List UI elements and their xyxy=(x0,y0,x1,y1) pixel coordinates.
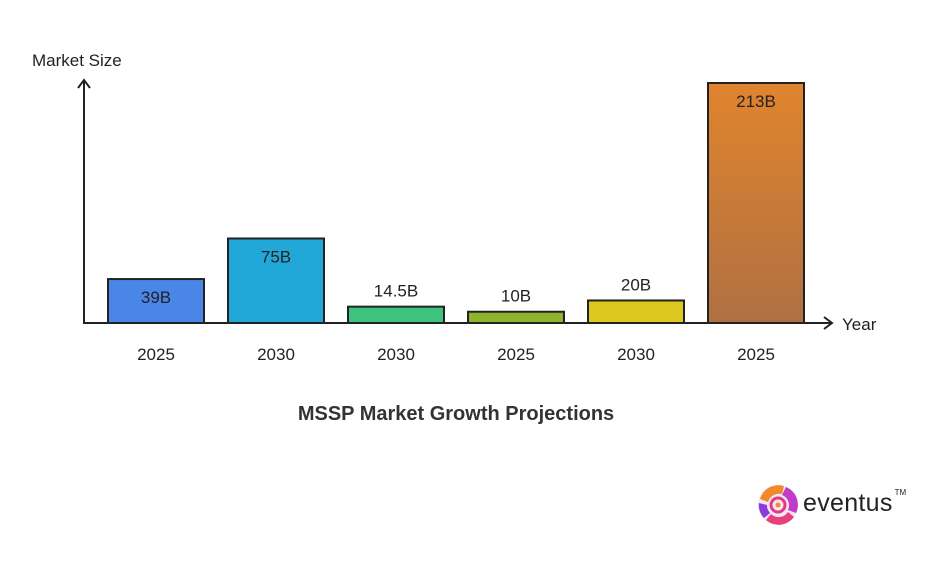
x-tick-label: 2025 xyxy=(497,345,535,364)
trademark: TM xyxy=(894,488,907,497)
bar xyxy=(227,237,325,324)
x-axis-label: Year xyxy=(842,315,877,334)
data-label: 39B xyxy=(141,288,171,307)
x-tick-label: 2025 xyxy=(737,345,775,364)
y-axis-arrow xyxy=(77,78,91,89)
bar xyxy=(587,299,685,324)
data-label: 75B xyxy=(261,247,291,266)
x-tick-label: 2030 xyxy=(377,345,415,364)
data-label: 14.5B xyxy=(374,282,418,301)
bar xyxy=(707,82,805,324)
bar xyxy=(347,305,445,324)
data-label: 10B xyxy=(501,287,531,306)
y-axis-label: Market Size xyxy=(32,51,122,70)
x-tick-label: 2025 xyxy=(137,345,175,364)
x-tick-label: 2030 xyxy=(257,345,295,364)
bar xyxy=(107,278,205,324)
logo-text: eventus xyxy=(803,489,893,517)
x-tick-label: 2030 xyxy=(617,345,655,364)
data-label: 20B xyxy=(621,275,651,294)
logo: eventus TM xyxy=(803,488,906,518)
chart-title: MSSP Market Growth Projections xyxy=(298,403,614,425)
data-label: 213B xyxy=(736,92,776,111)
eventus-logo-icon xyxy=(758,485,798,525)
bar xyxy=(467,310,565,324)
x-axis-arrow xyxy=(823,316,834,330)
